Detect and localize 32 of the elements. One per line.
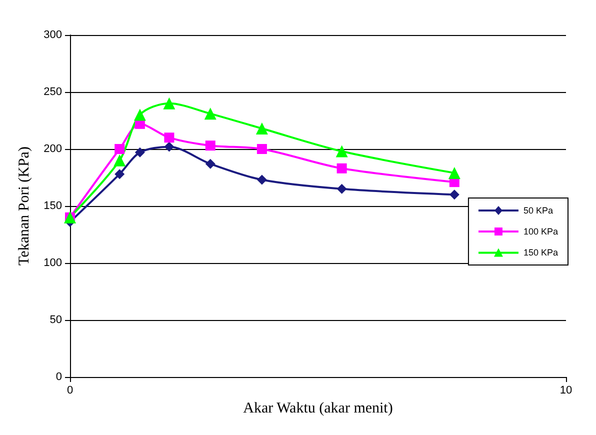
x-tick-label: 10 (560, 384, 572, 396)
y-tick-label: 100 (44, 257, 62, 269)
point (256, 122, 268, 134)
point (256, 144, 267, 154)
point (204, 108, 216, 120)
point (134, 147, 145, 158)
x-axis-title: Akar Waktu (akar menit) (243, 400, 393, 416)
point (134, 108, 146, 121)
y-axis-title: Tekanan Pori (KPa) (16, 146, 32, 266)
point (164, 142, 174, 152)
point (163, 97, 176, 110)
point (336, 163, 347, 174)
point (164, 132, 174, 143)
y-tick-label: 0 (56, 371, 62, 383)
point (336, 184, 347, 194)
legend-label: 150 KPa (523, 248, 558, 258)
point (205, 140, 216, 151)
legend-label: 50 KPa (523, 206, 554, 216)
point (256, 174, 267, 185)
point (336, 145, 348, 158)
point (205, 158, 216, 169)
y-tick-label: 300 (44, 29, 62, 41)
y-tick-label: 200 (44, 143, 62, 155)
point (114, 154, 126, 166)
y-tick-label: 250 (44, 86, 62, 98)
point (114, 169, 125, 180)
legend-label: 100 KPa (523, 226, 558, 236)
point (114, 144, 125, 154)
point (448, 166, 460, 179)
y-tick-label: 50 (50, 314, 62, 326)
y-tick-label: 150 (44, 200, 62, 212)
point (449, 190, 460, 200)
